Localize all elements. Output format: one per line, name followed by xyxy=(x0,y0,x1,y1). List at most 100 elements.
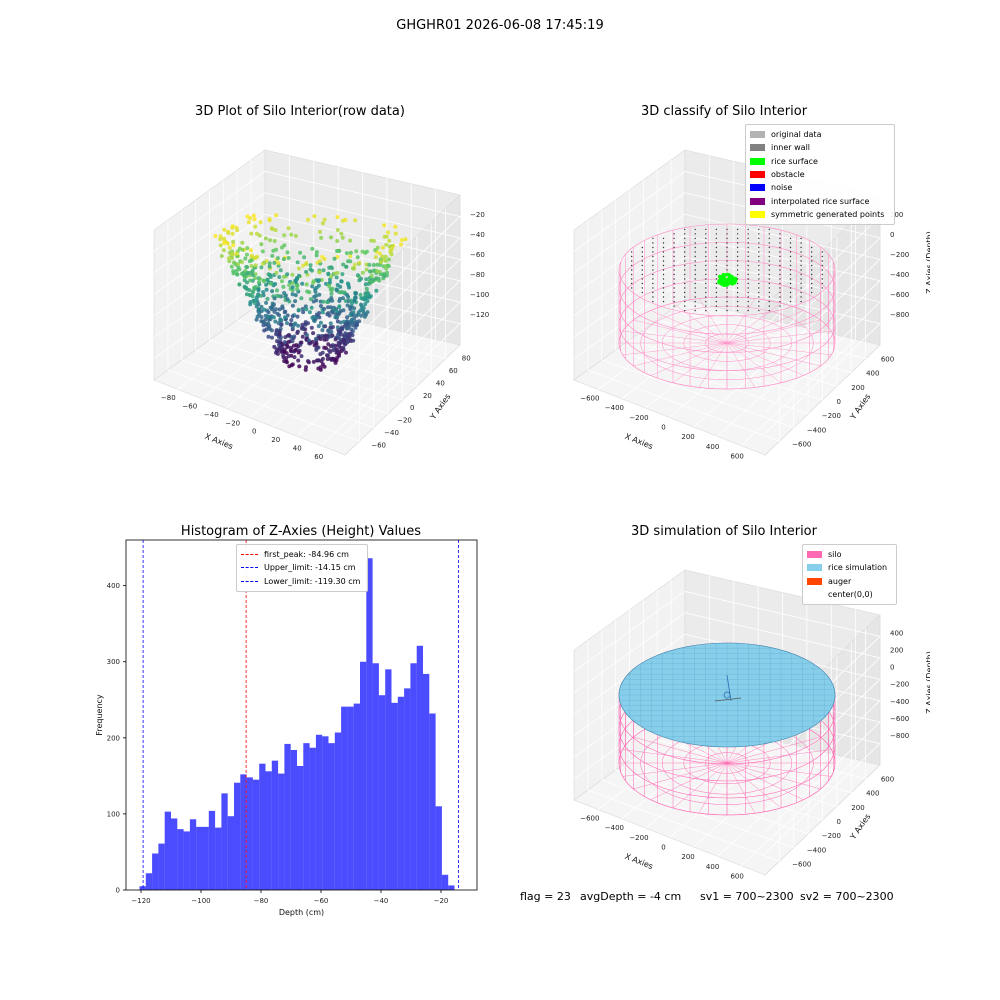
chart3-bar xyxy=(196,826,203,890)
chart2-surface-dot xyxy=(673,305,675,307)
chart1-point xyxy=(275,311,280,316)
chart4-x-tick: −200 xyxy=(629,834,648,842)
chart2-surface-dot xyxy=(758,246,760,249)
chart1-point xyxy=(331,357,335,361)
chart2-surface-dot xyxy=(800,264,802,267)
chart2-surface-dot xyxy=(684,291,686,294)
chart1-point xyxy=(399,238,404,242)
chart1-point xyxy=(281,257,286,262)
chart2-surface-dot xyxy=(652,273,654,276)
chart2-surface-dot xyxy=(789,269,792,271)
chart1-point xyxy=(286,226,291,231)
chart1-point xyxy=(261,261,265,266)
chart2-surface-dot xyxy=(779,273,781,276)
chart1-point xyxy=(226,256,231,261)
chart2-surface-dot xyxy=(652,255,654,258)
chart2-surface-dot xyxy=(758,305,760,307)
legend-line xyxy=(241,580,258,582)
chart1-point xyxy=(308,263,313,268)
chart1-point xyxy=(264,287,269,292)
chart3-bar xyxy=(183,831,190,890)
chart1-point xyxy=(235,272,240,277)
chart1-point xyxy=(345,315,350,320)
chart3-bar xyxy=(341,706,348,890)
chart1-point xyxy=(334,309,339,314)
chart2-surface-dot xyxy=(747,233,749,235)
chart1-point xyxy=(260,319,265,324)
chart1-point xyxy=(339,332,344,337)
chart2-rice-surface-point xyxy=(730,282,735,286)
chart1-point xyxy=(277,332,282,337)
chart2-surface-dot xyxy=(758,296,760,298)
chart1-point xyxy=(334,288,339,293)
chart2-surface-dot xyxy=(726,260,728,262)
legend-label: obstacle xyxy=(771,170,805,180)
chart2-surface-dot xyxy=(779,255,781,258)
chart2-surface-dot xyxy=(705,237,707,240)
chart1-point xyxy=(367,262,372,267)
legend-line xyxy=(241,567,258,569)
chart3-bar xyxy=(404,688,411,890)
chart2-z-tick: 200 xyxy=(890,211,903,219)
chart3-bar xyxy=(353,703,360,890)
chart2-z-tick: −600 xyxy=(890,291,909,299)
chart2-rice-surface-point xyxy=(717,279,721,283)
chart2-rice-surface-point xyxy=(725,282,730,287)
chart1-point xyxy=(234,269,239,273)
chart1-grid xyxy=(153,213,461,370)
chart1-point xyxy=(287,333,291,337)
chart2-surface-dot xyxy=(726,287,728,289)
chart1-point xyxy=(325,300,330,304)
chart2-grid xyxy=(740,339,856,446)
chart1-point xyxy=(272,296,277,301)
chart2-surface-dot xyxy=(758,228,760,231)
chart1-point xyxy=(267,217,272,222)
chart2-surface-dot xyxy=(758,282,760,285)
chart1-point xyxy=(377,278,382,283)
chart1-point xyxy=(339,279,344,284)
chart1-point xyxy=(256,288,261,293)
chart2-surface-dot xyxy=(768,246,770,249)
chart1-point xyxy=(314,285,319,290)
chart2-surface-dot xyxy=(694,242,696,244)
chart2-surface-dot xyxy=(631,269,633,271)
chart1-point xyxy=(218,237,223,242)
chart1-point xyxy=(218,243,223,248)
chart1-point xyxy=(286,339,291,344)
chart1-point xyxy=(348,331,353,336)
chart2-surface-dot xyxy=(673,246,675,249)
chart1-point xyxy=(304,269,309,274)
chart3-bar xyxy=(429,713,436,890)
chart2-surface-dot xyxy=(789,246,792,249)
chart1-point xyxy=(341,337,346,342)
chart2-surface-dot xyxy=(673,273,675,276)
legend-item: noise xyxy=(750,181,890,194)
chart1-point xyxy=(345,340,350,345)
chart1-point xyxy=(374,288,379,293)
chart1-point xyxy=(263,236,268,241)
chart1-point xyxy=(382,234,387,239)
chart2-surface-dot xyxy=(684,237,686,240)
chart2-z-tick: −800 xyxy=(890,311,909,319)
chart1-point xyxy=(289,349,294,354)
chart1-point xyxy=(280,245,284,250)
chart2-surface-dot xyxy=(758,269,760,271)
chart1-point xyxy=(250,289,255,294)
chart4-auger xyxy=(714,697,742,702)
chart2-surface-dot xyxy=(821,273,823,276)
chart1-point xyxy=(317,315,322,320)
chart1-point xyxy=(329,265,333,270)
chart2-rice-surface-point xyxy=(721,273,726,277)
chart2-surface-dot xyxy=(779,282,781,285)
chart2-surface-dot xyxy=(736,255,739,258)
chart4-z-tick: 200 xyxy=(890,646,903,654)
chart2-silo-floor-spoke xyxy=(726,303,782,344)
chart2-surface-dot xyxy=(652,282,654,285)
chart2-silo-floor-spoke xyxy=(726,298,756,344)
chart1-point xyxy=(292,355,297,360)
chart2-surface-dot xyxy=(736,264,739,267)
chart2-surface-dot xyxy=(747,237,749,240)
chart4-z-tick: −400 xyxy=(890,698,909,706)
chart2-silo-floor-spoke xyxy=(726,319,821,344)
chart1-point xyxy=(300,322,305,327)
